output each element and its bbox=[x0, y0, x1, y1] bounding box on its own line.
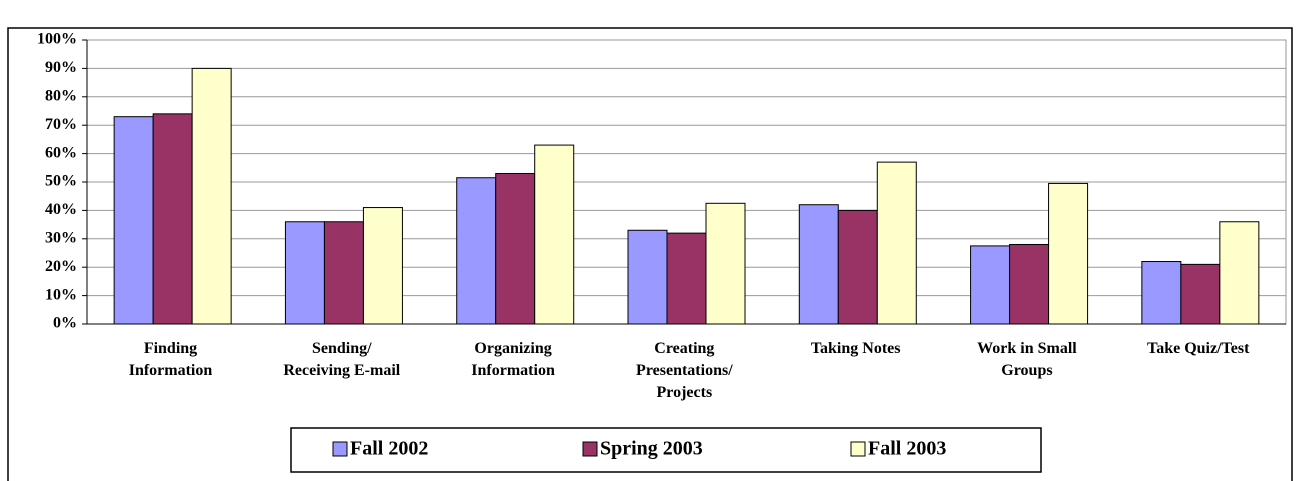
y-tick-label: 90% bbox=[45, 59, 77, 76]
y-tick-label: 10% bbox=[45, 286, 77, 303]
bar bbox=[876, 161, 917, 325]
y-tick-label: 70% bbox=[45, 116, 77, 133]
legend-swatch bbox=[850, 441, 866, 457]
bar bbox=[534, 144, 575, 325]
bar bbox=[495, 172, 536, 325]
x-tick-label: Finding Information bbox=[128, 340, 213, 379]
bar bbox=[362, 207, 403, 325]
bar bbox=[1009, 243, 1050, 325]
x-tick-label: Organizing Information bbox=[471, 340, 555, 379]
y-tick-label: 30% bbox=[45, 229, 77, 246]
bar bbox=[837, 209, 878, 325]
legend-label: Fall 2002 bbox=[350, 438, 428, 460]
bar bbox=[1219, 221, 1260, 325]
bar bbox=[323, 221, 364, 325]
x-tick-label: Sending/ Receiving E-mail bbox=[283, 340, 401, 379]
bar bbox=[284, 221, 325, 325]
y-tick-label: 40% bbox=[45, 201, 77, 218]
bar bbox=[798, 204, 839, 325]
legend-box bbox=[290, 427, 1042, 473]
bar bbox=[627, 229, 668, 325]
bar bbox=[666, 232, 707, 325]
bar bbox=[705, 202, 746, 325]
legend-swatch bbox=[332, 441, 348, 457]
bar bbox=[1180, 263, 1221, 325]
bar bbox=[191, 67, 232, 325]
y-tick-label: 0% bbox=[53, 315, 77, 332]
y-tick-label: 60% bbox=[45, 144, 77, 161]
legend-label: Fall 2003 bbox=[868, 438, 946, 460]
legend-swatch bbox=[582, 441, 598, 457]
bar bbox=[456, 177, 497, 325]
bar bbox=[152, 113, 193, 325]
legend-label: Spring 2003 bbox=[600, 438, 703, 460]
y-tick-label: 20% bbox=[45, 258, 77, 275]
bar bbox=[1141, 261, 1182, 325]
bar bbox=[970, 245, 1011, 325]
y-tick-label: 50% bbox=[45, 173, 77, 190]
x-tick-label: Work in Small Groups bbox=[977, 340, 1077, 379]
bar bbox=[1048, 182, 1089, 325]
x-tick-label: Creating Presentations/ Projects bbox=[636, 340, 733, 401]
x-tick-label: Taking Notes bbox=[810, 340, 901, 357]
x-tick-label: Take Quiz/Test bbox=[1147, 340, 1250, 357]
y-tick-label: 80% bbox=[45, 87, 77, 104]
bar bbox=[113, 116, 154, 325]
y-tick-label: 100% bbox=[37, 31, 77, 48]
